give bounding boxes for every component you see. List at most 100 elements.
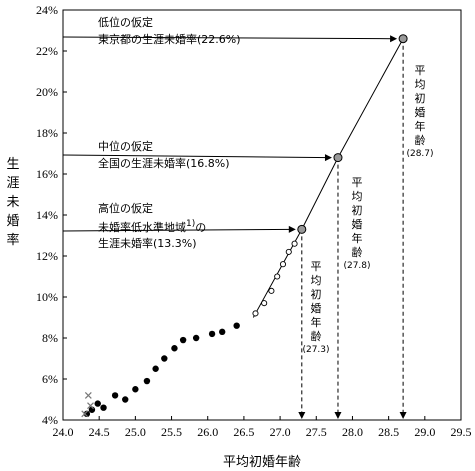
age-vertical-char: 齢 — [415, 133, 426, 147]
age-value: (28.7) — [406, 149, 433, 159]
y-tick-label: 18% — [36, 126, 58, 140]
tick-marks — [62, 9, 462, 421]
y-axis-label-char: 未 — [6, 195, 19, 210]
age-vertical-char: 初 — [352, 203, 363, 217]
scenario-point — [297, 224, 307, 234]
pointer-line — [62, 36, 395, 40]
drop-arrow — [399, 412, 407, 419]
filled-point — [208, 330, 216, 338]
age-vertical-char: 婚 — [311, 301, 322, 315]
cross-point — [81, 410, 89, 418]
y-tick-label: 20% — [36, 85, 58, 99]
filled-point — [94, 400, 101, 407]
y-axis-label: 生涯未婚率 — [6, 157, 19, 248]
filled-point — [143, 377, 151, 385]
drop-arrow — [334, 412, 342, 419]
y-tick-label: 8% — [42, 331, 58, 345]
pointer-arrow — [390, 35, 398, 43]
age-vertical-char: 均 — [311, 274, 322, 287]
x-tick-labels: 24.0 24.5 25.0 25.5 26.0 26.5 27.0 27.5 28.0 28.5… — [53, 425, 472, 439]
filled-point — [122, 396, 129, 403]
x-tick-label: 28.0 — [342, 425, 363, 439]
scenario-title: 高位の仮定 — [98, 201, 153, 215]
open-point — [252, 310, 259, 317]
age-vertical-char: 齢 — [311, 329, 322, 343]
open-point — [261, 300, 268, 307]
y-axis-label-char: 婚 — [6, 214, 19, 229]
pointer-arrow — [288, 225, 296, 233]
age-vertical-char: 年 — [311, 315, 322, 329]
y-tick-label: 22% — [36, 44, 58, 58]
scenario-title: 中位の仮定 — [98, 139, 153, 153]
filled-point — [219, 328, 226, 336]
y-tick-label: 6% — [42, 372, 58, 386]
x-axis-label: 平均初婚年齢 — [223, 455, 301, 470]
age-vertical-char: 均 — [415, 78, 426, 91]
age-value: (27.3) — [302, 345, 329, 355]
x-tick-label: 27.5 — [306, 425, 327, 439]
y-axis-label-char: 涯 — [6, 176, 19, 191]
open-point — [268, 287, 275, 294]
scenario-title: 低位の仮定 — [98, 15, 153, 29]
y-tick-label: 16% — [36, 167, 58, 181]
filled-point — [233, 322, 240, 329]
age-vertical-char: 初 — [311, 287, 322, 301]
open-point — [285, 248, 292, 255]
x-tick-label: 25.5 — [161, 425, 182, 439]
open-point — [274, 273, 281, 280]
age-vertical-char: 平 — [311, 260, 322, 273]
scenario-rate: 全国の生涯未婚率(16.8%) — [98, 156, 230, 170]
x-tick-label: 29.0 — [414, 425, 435, 439]
scenario-rate: 東京都の生涯未婚率(22.6%) — [98, 32, 241, 46]
scenario-point — [398, 34, 408, 44]
plot-frame — [62, 9, 462, 421]
y-tick-label: 10% — [36, 290, 58, 304]
scenario-rate: 生涯未婚率(13.3%) — [98, 236, 197, 250]
age-vertical-char: 婚 — [415, 105, 426, 119]
age-vertical-char: 年 — [415, 119, 426, 133]
filled-point — [161, 355, 168, 362]
pointer-line — [62, 228, 293, 232]
age-vertical-char: 齢 — [352, 245, 363, 259]
scenario-desc: 未婚率低水準地域1)の — [98, 219, 206, 234]
scenario-point — [333, 153, 343, 163]
drop-arrow — [298, 412, 306, 419]
filled-point — [152, 365, 159, 372]
age-vertical-char: 均 — [352, 190, 363, 203]
x-tick-label: 24.0 — [53, 425, 74, 439]
age-vertical-char: 初 — [415, 91, 426, 105]
y-tick-label: 4% — [42, 413, 58, 427]
filled-point — [83, 410, 91, 418]
x-tick-label: 25.0 — [125, 425, 146, 439]
fitted-line-path — [252, 38, 404, 318]
y-tick-label: 24% — [36, 3, 58, 17]
age-vertical-char: 平 — [415, 64, 426, 77]
y-tick-label: 14% — [36, 208, 58, 222]
age-vertical-char: 年 — [352, 231, 363, 245]
filled-point — [192, 334, 200, 342]
data-points — [81, 240, 298, 418]
pointer-line — [62, 154, 329, 159]
filled-point — [100, 404, 107, 411]
age-vertical-char: 平 — [352, 176, 363, 189]
pointer-arrow — [324, 154, 332, 162]
x-tick-label: 26.5 — [233, 425, 254, 439]
filled-point — [132, 386, 139, 393]
filled-point — [111, 392, 119, 399]
cross-point — [84, 391, 92, 399]
scenario-annotations: 高位の仮定未婚率低水準地域1)の生涯未婚率(13.3%)平均初婚年齢(27.3)… — [62, 15, 434, 419]
open-point — [291, 240, 298, 247]
x-tick-label: 28.5 — [378, 425, 399, 439]
y-tick-label: 12% — [36, 249, 58, 263]
age-value: (27.8) — [343, 261, 370, 271]
filled-point — [171, 345, 178, 352]
age-vertical-char: 婚 — [352, 217, 363, 231]
x-tick-label: 26.0 — [197, 425, 218, 439]
cross-point — [87, 402, 94, 410]
y-axis-label-char: 生 — [6, 157, 19, 172]
filled-point — [179, 336, 187, 344]
